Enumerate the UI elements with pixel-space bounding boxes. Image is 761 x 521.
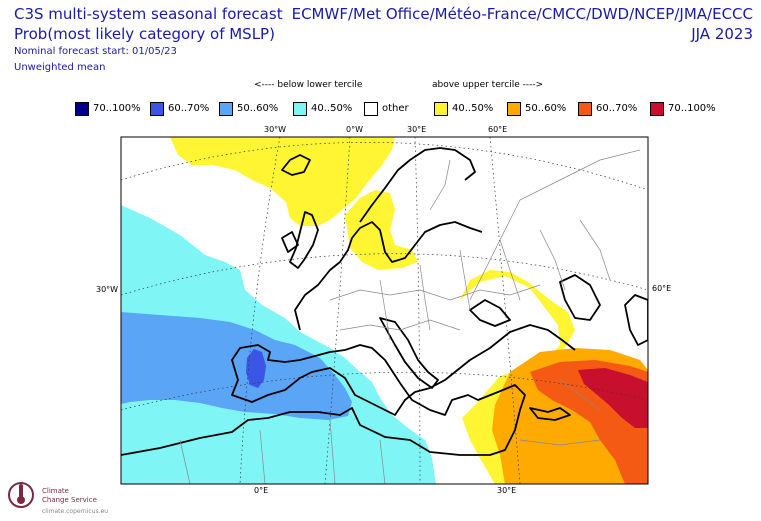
legend-label: 50..60% — [525, 103, 567, 114]
graticule — [121, 137, 648, 484]
legend-swatch — [75, 102, 89, 116]
copernicus-logo: Climate Change Service climate.copernicu… — [6, 478, 126, 518]
legend-swatch — [434, 102, 448, 116]
red-region — [578, 368, 648, 428]
legend-swatch — [578, 102, 592, 116]
legend-label: other — [382, 103, 409, 114]
legend-swatch — [219, 102, 233, 116]
weighting-note: Unweighted mean — [14, 62, 106, 73]
coastlines — [121, 147, 648, 456]
blue-region — [246, 349, 266, 388]
legend-label: 60..70% — [596, 103, 638, 114]
legend-swatch — [650, 102, 664, 116]
legend-label: 60..70% — [168, 103, 210, 114]
legend-swatch — [150, 102, 164, 116]
lon-label-top: 0°W — [346, 125, 363, 134]
legend-label: 70..100% — [668, 103, 716, 114]
legend-label: 50..60% — [237, 103, 279, 114]
lon-label-bottom: 0°E — [254, 486, 269, 495]
lon-label-top: 30°E — [407, 125, 427, 134]
lon-label-bottom: 30°E — [497, 486, 517, 495]
forecast-start: Nominal forecast start: 01/05/23 — [14, 46, 177, 57]
legend-swatch — [507, 102, 521, 116]
legend-label: 70..100% — [93, 103, 141, 114]
yellow-north — [170, 137, 395, 226]
legend-label: 40..50% — [311, 103, 353, 114]
below-tercile-label: <---- below lower tercile — [254, 80, 363, 90]
above-tercile-label: above upper tercile ----> — [432, 80, 544, 90]
lon-label-top: 60°E — [488, 125, 508, 134]
logo-url: climate.copernicus.eu — [42, 508, 109, 515]
map-subtitle: Prob(most likely category of MSLP) — [14, 25, 275, 43]
logo-name: Climate Change Service — [42, 487, 97, 504]
centres-list: ECMWF/Met Office/Météo-France/CMCC/DWD/N… — [291, 5, 753, 23]
lon-label-top: 30°W — [264, 125, 287, 134]
legend-swatch — [364, 102, 378, 116]
map-title: C3S multi-system seasonal forecast — [14, 5, 283, 23]
map-frame — [120, 136, 649, 485]
c3s-thermometer-icon — [8, 482, 34, 508]
legend-label: 40..50% — [452, 103, 494, 114]
lat-label-left: 30°W — [96, 285, 119, 294]
lat-label-right: 60°E — [652, 284, 672, 293]
season-label: JJA 2023 — [691, 25, 753, 43]
legend-swatch — [293, 102, 307, 116]
yellow-scandinavia — [345, 190, 418, 270]
lightblue-region — [121, 312, 352, 420]
country-borders — [179, 149, 641, 484]
map-field — [121, 137, 648, 484]
